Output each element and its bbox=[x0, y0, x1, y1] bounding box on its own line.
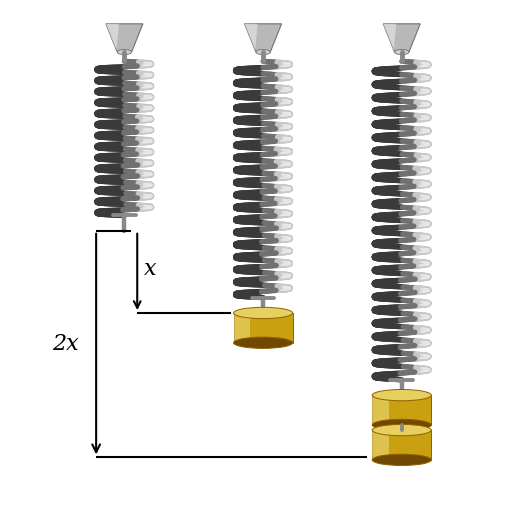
Polygon shape bbox=[372, 430, 431, 460]
Ellipse shape bbox=[256, 49, 270, 55]
Polygon shape bbox=[372, 430, 389, 460]
Polygon shape bbox=[372, 395, 431, 425]
Text: x: x bbox=[144, 259, 157, 280]
Polygon shape bbox=[233, 313, 250, 343]
Text: 2x: 2x bbox=[53, 333, 79, 355]
Ellipse shape bbox=[233, 307, 293, 319]
Ellipse shape bbox=[372, 424, 431, 436]
Polygon shape bbox=[106, 24, 119, 52]
Ellipse shape bbox=[372, 419, 431, 431]
Polygon shape bbox=[383, 24, 396, 52]
Polygon shape bbox=[106, 24, 143, 52]
Polygon shape bbox=[383, 24, 420, 52]
Ellipse shape bbox=[117, 49, 132, 55]
Ellipse shape bbox=[233, 337, 293, 349]
Polygon shape bbox=[372, 395, 389, 425]
Ellipse shape bbox=[394, 49, 409, 55]
Polygon shape bbox=[244, 24, 281, 52]
Ellipse shape bbox=[372, 389, 431, 401]
Polygon shape bbox=[233, 313, 293, 343]
Ellipse shape bbox=[372, 454, 431, 466]
Polygon shape bbox=[244, 24, 257, 52]
